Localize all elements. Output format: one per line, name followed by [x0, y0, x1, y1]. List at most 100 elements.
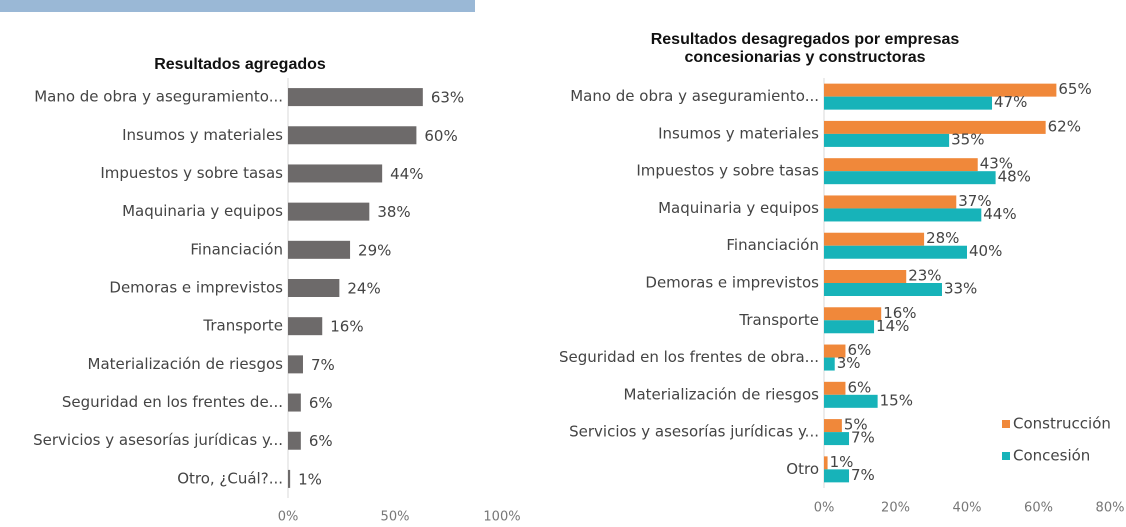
y-tick-label: Materialización de riesgos: [624, 385, 820, 403]
bar: [288, 317, 323, 336]
legend-label: Concesión: [1013, 447, 1090, 465]
bar: [288, 393, 301, 412]
bar: [824, 469, 850, 483]
value-label: 60%: [424, 127, 457, 145]
bar: [824, 232, 925, 246]
value-label: 62%: [1048, 117, 1081, 135]
bar: [288, 431, 301, 450]
bar: [824, 394, 878, 408]
bar: [824, 357, 835, 371]
bar: [288, 240, 351, 259]
y-tick-label: Servicios y asesorías jurídicas y...: [33, 431, 283, 449]
value-label: 28%: [926, 229, 959, 247]
bar: [824, 432, 850, 446]
y-tick-label: Impuestos y sobre tasas: [636, 162, 819, 180]
value-label: 5%: [844, 416, 868, 434]
value-label: 6%: [847, 341, 871, 359]
x-tick-label: 100%: [483, 510, 520, 525]
value-label: 16%: [330, 318, 363, 336]
bar: [824, 344, 846, 358]
bar: [824, 245, 967, 259]
value-label: 24%: [347, 280, 380, 298]
x-tick-label: 50%: [381, 510, 410, 525]
y-tick-label: Demoras e imprevistos: [109, 279, 283, 297]
bar: [288, 164, 383, 183]
bar: [824, 456, 828, 470]
value-label: 16%: [883, 304, 916, 322]
value-label: 47%: [994, 93, 1027, 111]
bar: [824, 270, 907, 283]
value-label: 1%: [298, 470, 322, 488]
x-tick-label: 80%: [1096, 501, 1125, 516]
value-label: 63%: [431, 89, 464, 107]
y-tick-label: Insumos y materiales: [658, 124, 819, 142]
legend-swatch: [1002, 420, 1010, 428]
bar: [824, 283, 942, 296]
value-label: 14%: [876, 317, 909, 335]
bar: [288, 202, 370, 221]
bar: [824, 158, 978, 172]
y-tick-label: Servicios y asesorías jurídicas y...: [569, 423, 819, 441]
bar: [288, 88, 423, 107]
value-label: 6%: [847, 378, 871, 396]
y-tick-label: Materialización de riesgos: [88, 355, 284, 373]
y-tick-label: Mano de obra y aseguramiento...: [34, 88, 283, 106]
y-tick-label: Seguridad en los frentes de obra...: [559, 348, 819, 366]
value-label: 65%: [1058, 80, 1091, 98]
legend-label: Construcción: [1013, 415, 1111, 433]
value-label: 44%: [983, 205, 1016, 223]
y-tick-label: Financiación: [726, 236, 819, 254]
x-tick-label: 40%: [953, 501, 982, 516]
chart-title: Resultados agregados: [154, 56, 326, 73]
bar: [824, 120, 1046, 134]
legend-swatch: [1002, 452, 1010, 460]
chart-title: concesionarias y constructoras: [685, 49, 926, 66]
bar: [824, 133, 950, 147]
value-label: 35%: [951, 130, 984, 148]
value-label: 44%: [390, 165, 423, 183]
value-label: 43%: [980, 155, 1013, 173]
value-label: 7%: [851, 429, 875, 447]
value-label: 38%: [377, 203, 410, 221]
bar: [288, 126, 417, 145]
value-label: 33%: [944, 280, 977, 298]
x-tick-label: 60%: [1024, 501, 1053, 516]
value-label: 40%: [969, 242, 1002, 260]
y-tick-label: Maquinaria y equipos: [122, 202, 283, 220]
value-label: 3%: [837, 354, 861, 372]
bar: [824, 320, 875, 334]
y-tick-label: Insumos y materiales: [122, 126, 283, 144]
bar: [824, 96, 993, 110]
x-tick-label: 0%: [814, 501, 835, 516]
value-label: 48%: [998, 168, 1031, 186]
x-tick-label: 0%: [278, 510, 299, 525]
y-tick-label: Financiación: [190, 240, 283, 258]
y-tick-label: Seguridad en los frentes de...: [62, 393, 283, 411]
value-label: 6%: [309, 432, 333, 450]
header-band: [0, 0, 475, 12]
y-tick-label: Transporte: [738, 311, 819, 329]
bar: [288, 355, 303, 374]
bar: [824, 419, 842, 433]
y-tick-label: Impuestos y sobre tasas: [100, 164, 283, 182]
bar: [824, 208, 982, 222]
value-label: 7%: [311, 356, 335, 374]
value-label: 37%: [958, 192, 991, 210]
bar: [824, 83, 1057, 97]
value-label: 7%: [851, 466, 875, 484]
bar: [824, 307, 882, 321]
y-tick-label: Otro, ¿Cuál?...: [177, 469, 283, 487]
chart-title: Resultados desagregados por empresas: [651, 31, 960, 48]
y-tick-label: Mano de obra y aseguramiento...: [570, 87, 819, 105]
bar: [824, 381, 846, 395]
y-tick-label: Otro: [786, 460, 819, 478]
x-tick-label: 20%: [881, 501, 910, 516]
bar: [288, 279, 340, 297]
value-label: 15%: [880, 391, 913, 409]
y-tick-label: Transporte: [202, 317, 283, 335]
bar: [824, 171, 996, 185]
bar: [824, 195, 957, 209]
value-label: 23%: [908, 267, 941, 285]
bar: [288, 469, 291, 488]
